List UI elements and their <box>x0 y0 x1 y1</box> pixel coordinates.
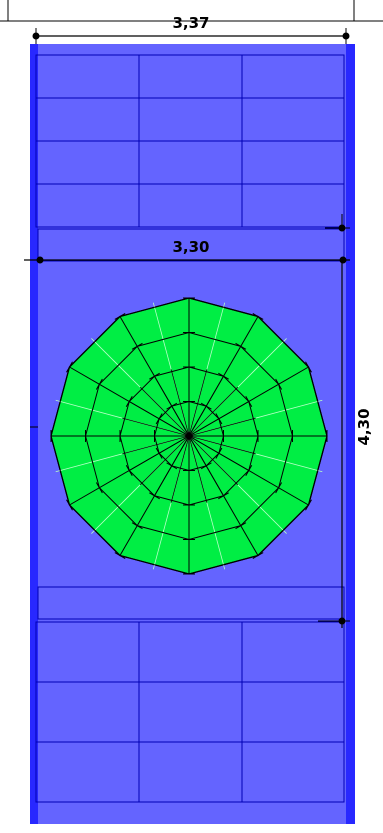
circle-tick <box>149 372 160 380</box>
dim-node <box>32 32 40 40</box>
circle-tick <box>125 465 133 476</box>
circle-tick <box>66 361 73 373</box>
circle-tick <box>155 413 163 425</box>
dimension-inner-width: 3,30 <box>24 214 350 264</box>
circle-tick <box>166 462 178 470</box>
circle-spoke-inner <box>188 435 256 455</box>
circle-spoke-inner <box>139 435 190 486</box>
circle-tick <box>155 447 163 459</box>
circle-tick <box>305 499 312 511</box>
circle-spoke-inner <box>188 435 239 486</box>
circle-tick <box>252 313 264 320</box>
circle-tick <box>275 482 283 494</box>
circle-tick <box>166 402 178 410</box>
circle-spoke-inner <box>170 369 190 437</box>
circle-tick <box>245 396 253 407</box>
circle-spoke-inner <box>188 417 256 437</box>
circle-spoke-inner <box>188 369 208 437</box>
circle-spoke-inner <box>170 435 190 503</box>
circle-spoke-inner <box>122 417 190 437</box>
circle-tick <box>200 402 212 410</box>
circle-spoke-inner <box>188 435 208 503</box>
circle-spoke-inner <box>188 386 239 437</box>
dimension-inner-height: 4,30 <box>318 260 373 628</box>
tile-grid-bottom <box>35 621 345 803</box>
circle-tick <box>235 342 247 350</box>
dimension-label-inner-width: 3,30 <box>172 238 209 256</box>
circle-tick <box>114 313 126 320</box>
circle-tick <box>66 499 73 511</box>
circle-tick <box>131 522 143 530</box>
dimension-label-inner-height: 4,30 <box>355 408 373 445</box>
circle-tick <box>95 482 103 494</box>
tile-grid-top <box>35 54 345 228</box>
circle-spoke-inner <box>122 435 190 455</box>
circle-tick <box>131 342 143 350</box>
circle-tick <box>252 552 264 559</box>
circle-tick <box>95 378 103 390</box>
circle-center-node <box>186 433 192 439</box>
circle-tick <box>215 413 223 425</box>
slab-band-outline <box>37 228 345 620</box>
circle-tick <box>125 396 133 407</box>
circular-element <box>50 297 328 575</box>
dimension-top: 3,37 <box>32 14 350 44</box>
circle-tick <box>275 378 283 390</box>
circle-tick <box>200 462 212 470</box>
circle-tick <box>218 492 229 500</box>
circle-tick <box>218 372 229 380</box>
dim-node <box>339 256 347 264</box>
dim-node <box>342 32 350 40</box>
circle-tick <box>114 552 126 559</box>
circle-tick <box>215 447 223 459</box>
dim-node <box>338 617 346 625</box>
circle-tick <box>305 361 312 373</box>
circle-tick <box>245 465 253 476</box>
circle-tick <box>149 492 160 500</box>
circle-tick <box>235 522 247 530</box>
circle-spoke-inner <box>139 386 190 437</box>
dim-node <box>36 256 44 264</box>
dimension-label-top-width: 3,37 <box>172 14 209 32</box>
